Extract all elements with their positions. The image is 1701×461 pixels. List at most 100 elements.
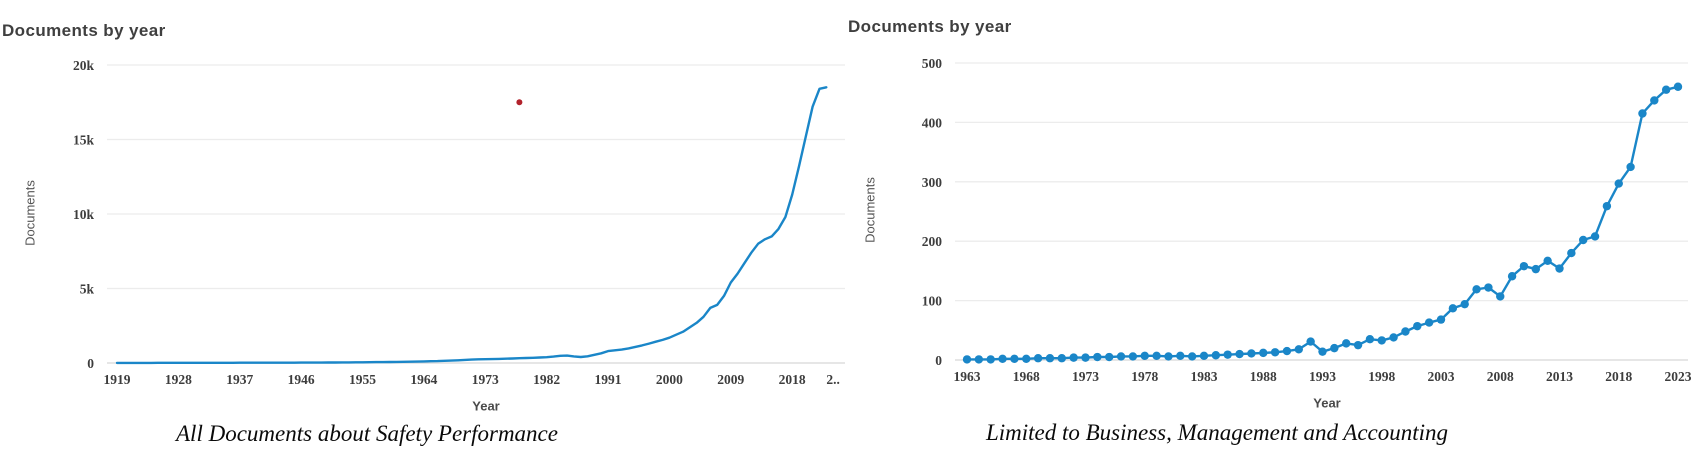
data-point: [1626, 162, 1635, 172]
y-tick-label: 10k: [73, 207, 95, 222]
data-point: [1247, 349, 1256, 358]
data-point: [1555, 264, 1564, 273]
data-point: [1342, 339, 1351, 348]
data-point: [1187, 352, 1197, 361]
x-tick-label: 1988: [1250, 369, 1277, 384]
x-tick-label: 2023: [1665, 369, 1692, 384]
x-tick-label: 1973: [1072, 369, 1099, 384]
data-point: [998, 354, 1007, 364]
x-tick-label: 1946: [288, 372, 315, 387]
left-y-axis-label: Documents: [22, 180, 38, 246]
data-point: [1176, 351, 1185, 361]
y-tick-label: 20k: [73, 58, 95, 73]
data-point: [1413, 321, 1422, 331]
data-point: [1661, 85, 1671, 94]
x-tick-label: 1973: [472, 372, 499, 387]
data-point: [1105, 352, 1114, 362]
data-point: [1638, 109, 1647, 118]
x-tick-label: 2018: [1605, 369, 1632, 384]
data-line: [965, 85, 1680, 361]
x-tick-label: 2009: [717, 372, 744, 387]
data-point: [1140, 351, 1149, 361]
data-point: [1294, 345, 1304, 354]
right-chart-title: Documents by year: [848, 17, 1012, 36]
data-point: [1318, 347, 1327, 356]
x-tick-label: 1963: [954, 369, 981, 384]
data-point: [1590, 232, 1600, 241]
x-tick-label: 2013: [1546, 369, 1573, 384]
data-point: [1235, 349, 1244, 359]
data-point: [1164, 352, 1173, 361]
y-tick-label: 0: [935, 353, 942, 368]
data-point: [1472, 285, 1481, 294]
data-point: [1531, 264, 1541, 274]
data-point: [1436, 315, 1446, 324]
x-tick-label: 1968: [1013, 369, 1040, 384]
data-point: [1033, 354, 1043, 363]
data-point: [1093, 352, 1102, 362]
data-point: [1306, 337, 1315, 346]
data-point: [1045, 354, 1055, 363]
x-tick-label: 1928: [165, 372, 192, 387]
x-tick-label: 1978: [1131, 369, 1158, 384]
x-tick-label: 2..: [826, 372, 840, 387]
data-point: [1673, 82, 1683, 91]
data-point: [1353, 340, 1363, 350]
data-point: [1602, 201, 1612, 211]
y-tick-label: 100: [922, 294, 943, 309]
data-point: [1057, 354, 1067, 363]
data-point: [1282, 346, 1292, 356]
data-point: [1081, 353, 1090, 362]
x-tick-label: 2003: [1428, 369, 1455, 384]
data-point: [1519, 261, 1529, 271]
data-point: [974, 355, 984, 364]
x-tick-label: 1955: [349, 372, 376, 387]
data-point: [1069, 353, 1078, 362]
left-chart-plot: 0 5k 10k 15k 20k 1919 1928 1937 1946 1955 1964 1973…: [73, 58, 845, 387]
data-point: [1389, 333, 1398, 342]
x-tick-label: 1982: [533, 372, 560, 387]
data-point: [1223, 350, 1232, 359]
data-point: [1010, 354, 1019, 364]
x-tick-label: 1991: [595, 372, 622, 387]
data-point: [1650, 96, 1659, 105]
data-point: [1377, 336, 1386, 345]
left-x-axis-label: Year: [472, 398, 500, 414]
x-tick-label: 2000: [656, 372, 683, 387]
data-point: [1579, 235, 1588, 245]
y-tick-label: 200: [922, 234, 943, 249]
x-tick-label: 2018: [779, 372, 806, 387]
data-point: [1448, 304, 1458, 313]
x-tick-label: 1964: [410, 372, 437, 387]
data-point: [1116, 352, 1126, 361]
data-point: [986, 355, 995, 364]
data-point: [1211, 351, 1221, 360]
data-point: [1330, 343, 1339, 353]
left-chart-caption: All Documents about Safety Performance: [176, 421, 558, 446]
data-point: [1543, 256, 1552, 266]
data-point: [1401, 327, 1410, 336]
data-point: [1128, 352, 1138, 361]
data-point: [1365, 335, 1375, 344]
data-point: [1496, 292, 1505, 301]
y-tick-label: 500: [922, 56, 943, 71]
data-point: [1022, 354, 1031, 364]
data-line: [115, 86, 828, 365]
data-point: [1199, 351, 1209, 361]
data-point: [1567, 248, 1576, 258]
y-tick-label: 300: [922, 175, 943, 190]
y-tick-label: 5k: [80, 282, 95, 297]
data-point: [1460, 299, 1469, 309]
y-tick-label: 0: [87, 356, 94, 371]
x-tick-label: 1993: [1309, 369, 1336, 384]
right-y-axis-label: Documents: [862, 177, 878, 243]
data-point: [1270, 348, 1280, 357]
x-tick-label: 2008: [1487, 369, 1514, 384]
data-point: [1484, 283, 1493, 292]
right-chart-caption: Limited to Business, Management and Acco…: [985, 420, 1449, 445]
stray-red-dot: [516, 99, 523, 106]
data-point: [1424, 318, 1434, 327]
data-point: [1614, 179, 1623, 188]
